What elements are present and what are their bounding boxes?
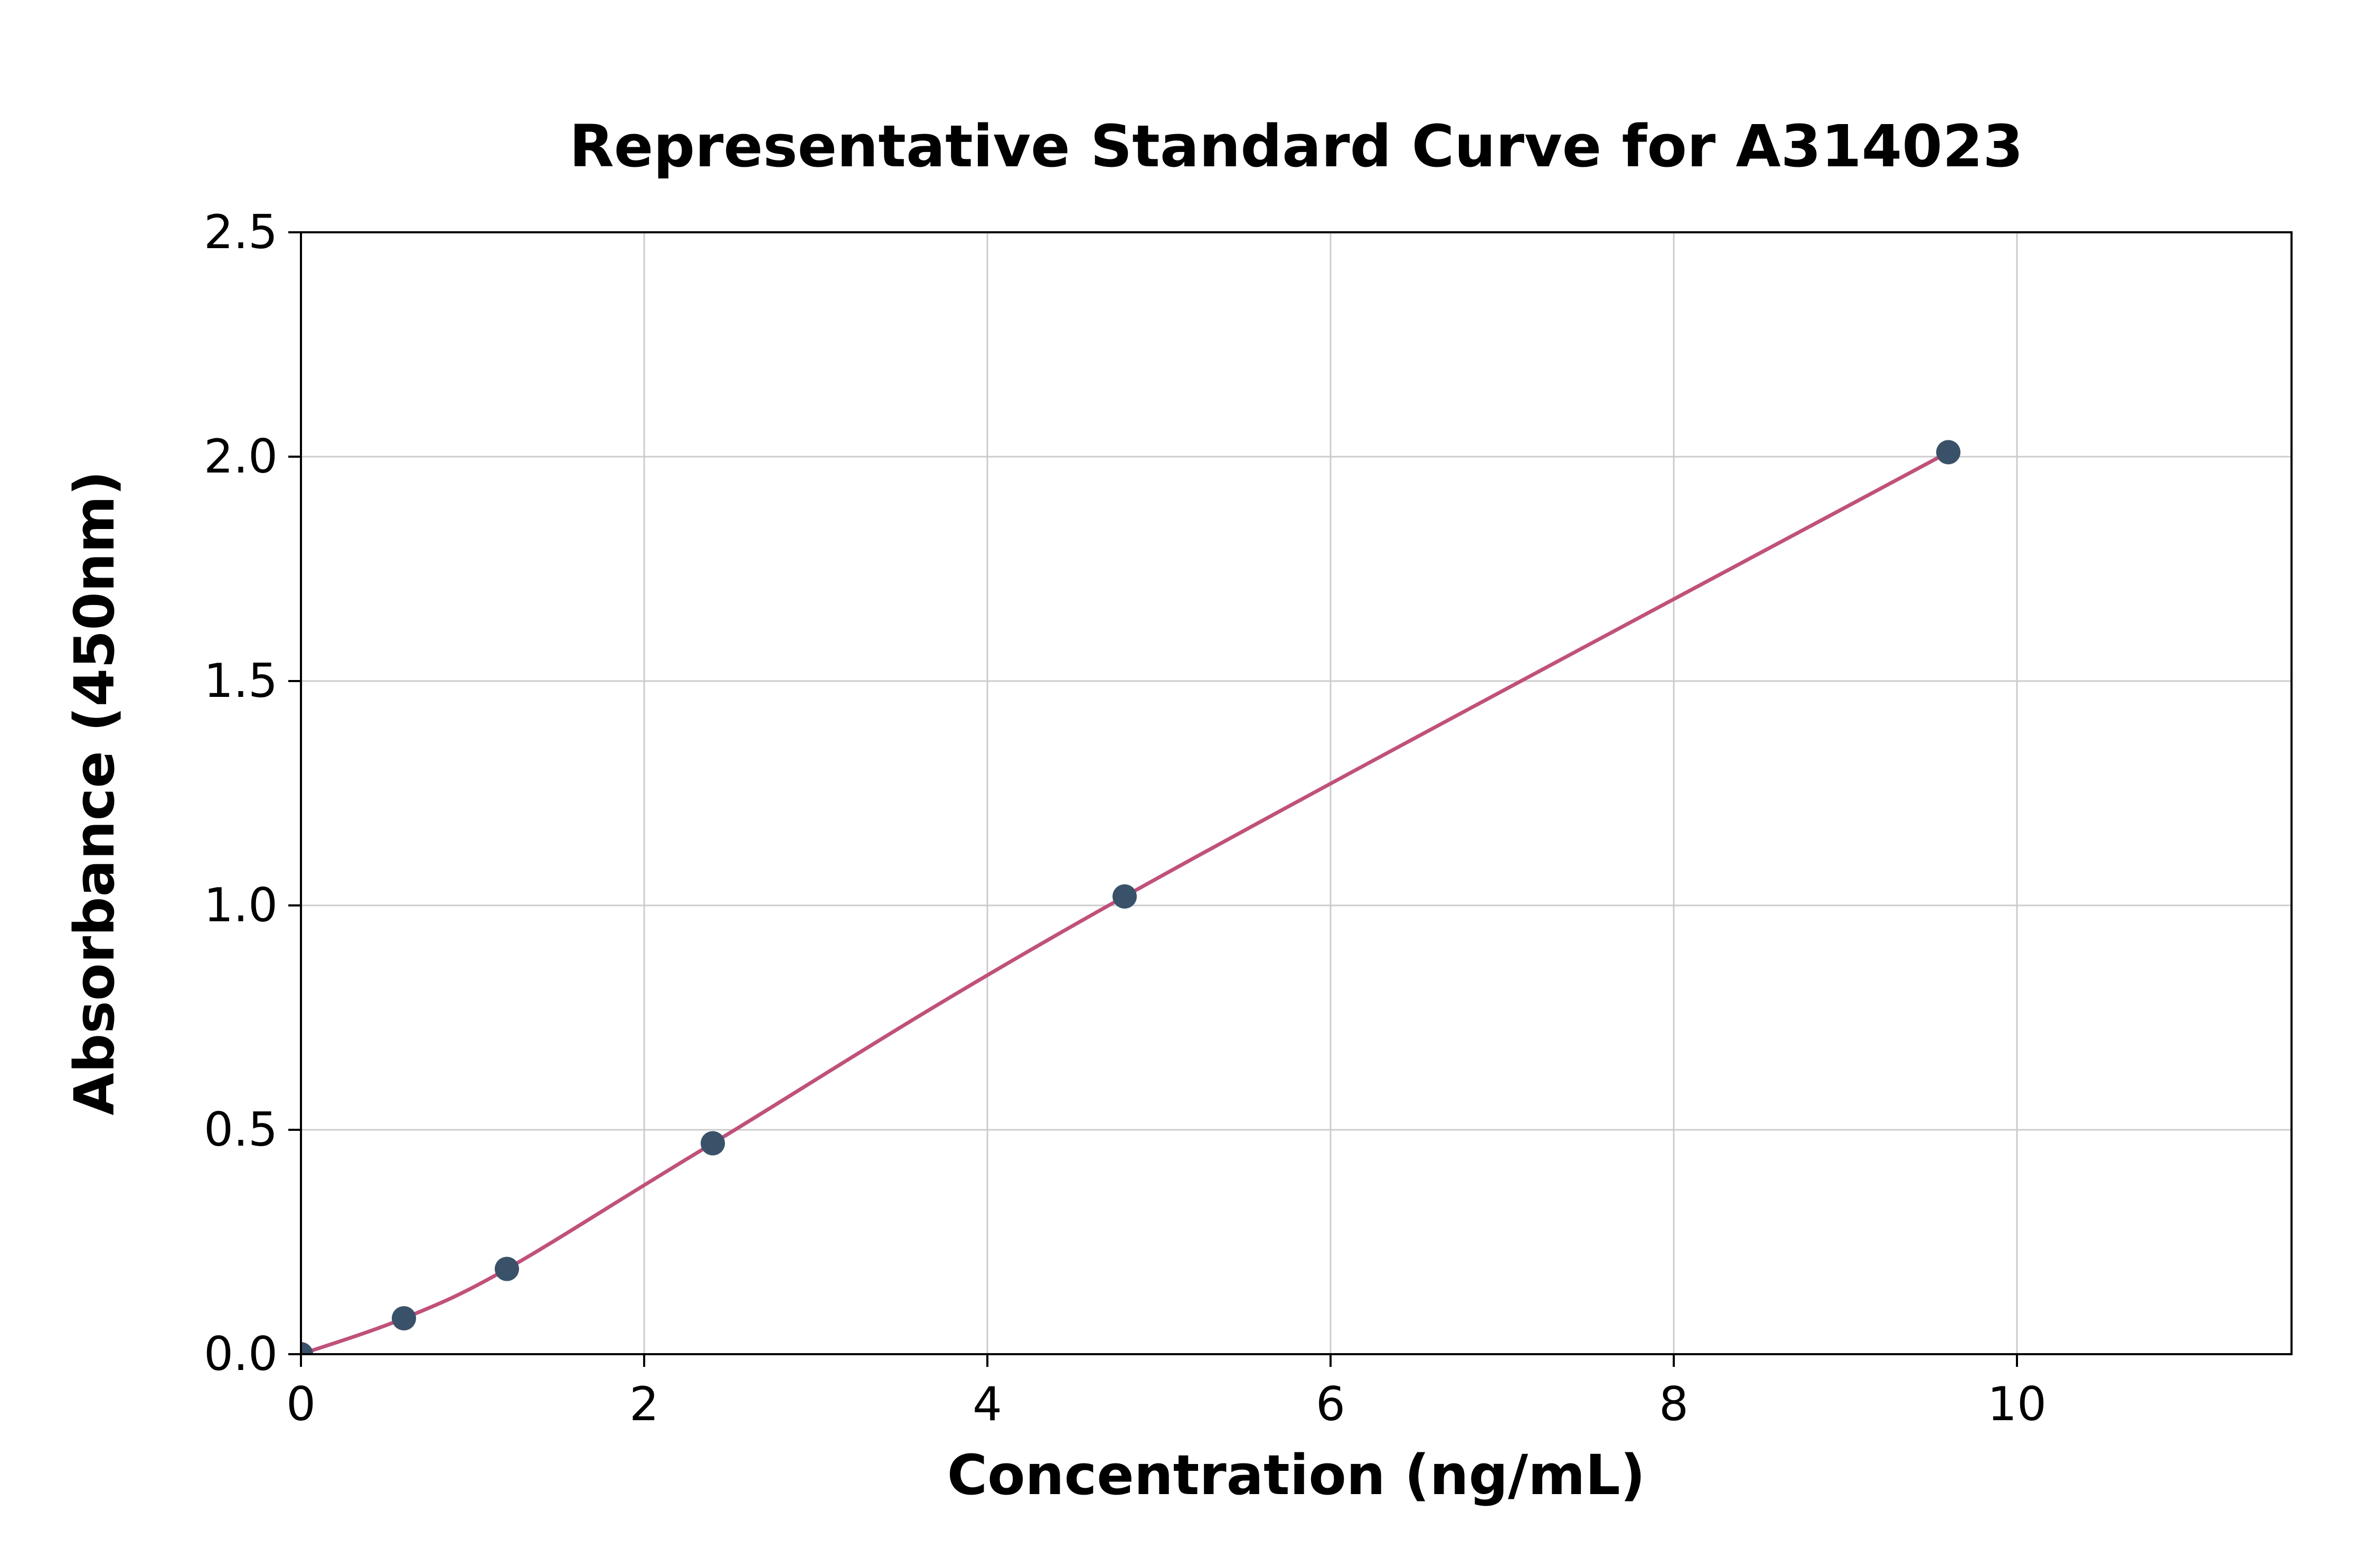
data-point-marker [1936, 440, 1960, 465]
y-tick-label: 1.0 [204, 878, 278, 932]
y-tick-label: 1.5 [204, 654, 278, 708]
x-tick-label: 6 [1316, 1377, 1345, 1431]
y-tick-label: 2.5 [204, 205, 278, 259]
y-tick-label: 0.0 [204, 1327, 278, 1381]
y-tick-label: 0.5 [204, 1102, 278, 1157]
data-point-marker [495, 1257, 519, 1281]
data-point-marker [392, 1306, 416, 1330]
tick-labels: 0 2 4 6 8 10 0.0 0.5 1.0 1.5 2.0 2.5 [204, 205, 2047, 1431]
axes-and-ticks [288, 231, 2293, 1367]
axes-box [300, 231, 2293, 1355]
x-tick-label: 10 [1987, 1377, 2047, 1431]
x-tick-label: 0 [286, 1377, 316, 1431]
data-point-marker [701, 1131, 725, 1156]
y-tick-label: 2.0 [204, 429, 278, 484]
x-tick-label: 2 [629, 1377, 659, 1431]
x-axis-label: Concentration (ng/mL) [947, 1443, 1645, 1507]
standard-curve-line [301, 450, 1949, 1354]
data-series [301, 440, 1960, 1354]
grid-lines [301, 231, 2292, 1354]
y-axis-label: Absorbance (450nm) [62, 470, 127, 1115]
x-tick-label: 8 [1659, 1377, 1689, 1431]
data-point-marker [301, 1342, 313, 1354]
x-tick-label: 4 [973, 1377, 1002, 1431]
chart-title: Representative Standard Curve for A31402… [569, 112, 2023, 180]
data-point-marker [1112, 884, 1137, 909]
